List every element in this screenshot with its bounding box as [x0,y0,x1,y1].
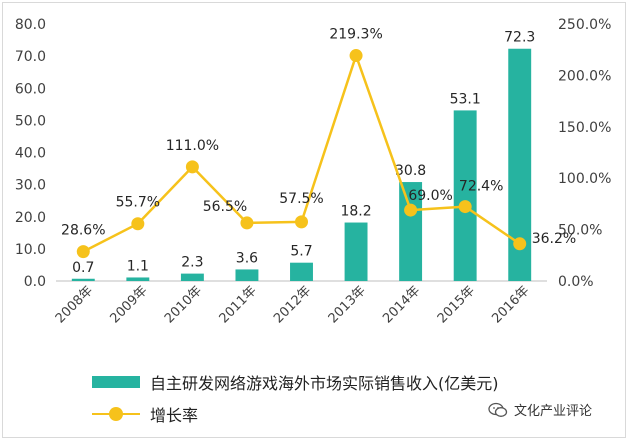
y-left-tick-label: 40.0 [15,146,46,162]
legend-line-swatch [92,407,140,421]
bar-value-label: 53.1 [450,91,481,107]
legend: 自主研发网络游戏海外市场实际销售收入(亿美元) 增长率 [92,366,499,430]
bar [71,278,95,281]
growth-value-label: 55.7% [116,195,160,211]
bar [290,262,313,281]
bar-series [71,48,532,281]
legend-revenue-label: 自主研发网络游戏海外市场实际销售收入(亿美元) [150,374,499,393]
y-right-tick-label: 150.0% [558,120,611,136]
y-left-tick-label: 0.0 [24,274,46,290]
y-left-tick-label: 80.0 [15,17,46,33]
bar-value-label: 18.2 [340,204,371,220]
y-right-tick-label: 50.0% [558,223,602,239]
growth-point [131,217,145,231]
watermark: 文化产业评论 [488,400,592,419]
chart-frame [2,2,626,438]
growth-point [458,200,472,214]
bar-value-label: 72.3 [504,30,535,46]
legend-item-revenue: 自主研发网络游戏海外市场实际销售收入(亿美元) [92,366,499,398]
growth-value-labels: 28.6% 55.7% 111.0% 56.5% 57.5% 219.3% 69.0% 72.… [61,27,576,247]
watermark-text: 文化产业评论 [514,404,593,419]
growth-value-label: 28.6% [61,223,105,239]
y-left-tick-label: 70.0 [15,49,46,65]
y-right-tick-label: 0.0% [558,274,594,290]
growth-point [404,203,418,217]
growth-point [349,49,363,63]
growth-point [76,245,90,259]
bar [235,269,259,281]
y-left-tick-label: 30.0 [15,178,46,194]
growth-value-label: 36.2% [532,231,576,247]
growth-value-label: 57.5% [279,191,323,207]
growth-value-label: 219.3% [329,27,382,43]
y-left-tick-label: 20.0 [15,210,46,226]
bar-value-label: 2.3 [181,255,203,271]
y-left-tick-label: 50.0 [15,113,46,129]
bar [508,48,532,281]
growth-value-label: 56.5% [203,199,247,215]
y-right-tick-label: 200.0% [558,68,611,84]
bar [399,182,423,281]
growth-point [295,215,308,229]
growth-value-label: 69.0% [408,188,452,204]
legend-bar-swatch [92,376,140,388]
y-right-tick-label: 100.0% [558,171,611,187]
bar-value-labels: 0.7 1.1 2.3 3.6 5.7 18.2 30.8 53.1 72.3 [72,30,535,276]
growth-point [185,160,199,174]
growth-value-label: 111.0% [166,138,219,154]
growth-line-series [76,49,527,259]
growth-value-label: 72.4% [459,179,503,195]
bar-value-label: 30.8 [395,163,426,179]
bar-value-label: 3.6 [236,250,258,266]
bar [453,110,477,281]
bar [126,277,150,281]
bar-value-label: 5.7 [290,244,312,260]
growth-point [240,216,254,230]
bar-value-label: 1.1 [127,258,149,274]
y-left-tick-label: 10.0 [15,242,46,258]
y-right-tick-label: 250.0% [558,17,611,33]
bar [180,273,204,281]
growth-point [513,237,527,251]
y-left-tick-label: 60.0 [15,81,46,97]
wechat-icon [488,402,508,417]
legend-item-growth: 增长率 [92,398,499,430]
legend-growth-label: 增长率 [150,406,199,425]
bar [344,222,368,281]
bar-value-label: 0.7 [72,260,94,276]
